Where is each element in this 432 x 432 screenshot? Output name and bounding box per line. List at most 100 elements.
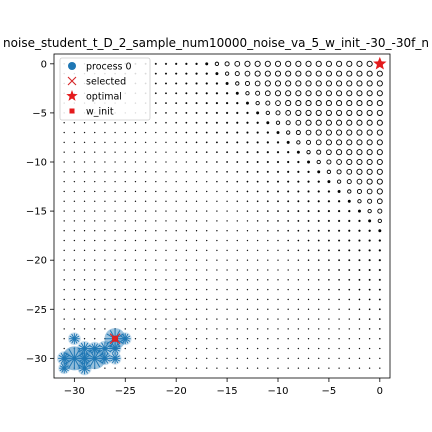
grid-marker <box>236 367 238 369</box>
grid-marker <box>318 328 320 330</box>
grid-marker <box>215 111 218 114</box>
grid-marker <box>165 288 167 291</box>
grid-marker <box>165 328 167 330</box>
grid-marker <box>379 337 381 340</box>
grid-marker <box>165 298 167 301</box>
grid-marker <box>185 239 188 242</box>
grid-marker <box>94 259 96 261</box>
grid-marker <box>83 141 86 144</box>
grid-marker <box>216 318 218 320</box>
grid-marker <box>175 347 177 350</box>
grid-marker <box>205 131 208 134</box>
grid-marker <box>328 279 330 281</box>
grid-marker <box>246 279 249 281</box>
grid-marker <box>307 357 310 360</box>
grid-marker <box>73 259 76 261</box>
process-ray <box>89 345 100 352</box>
grid-marker <box>267 298 269 301</box>
grid-marker <box>297 347 300 350</box>
grid-marker <box>356 158 363 166</box>
grid-marker <box>114 298 116 301</box>
grid-marker <box>348 367 350 369</box>
grid-marker <box>185 259 188 261</box>
grid-marker <box>216 210 218 212</box>
grid-marker <box>267 288 269 291</box>
grid-marker <box>267 308 269 310</box>
grid-marker <box>206 239 208 242</box>
grid-marker <box>336 80 343 87</box>
grid-marker <box>358 249 361 252</box>
grid-marker <box>155 239 157 242</box>
grid-marker <box>244 80 250 86</box>
grid-marker <box>305 80 312 87</box>
grid-marker <box>216 190 218 193</box>
grid-marker <box>124 190 126 193</box>
grid-marker <box>175 357 177 360</box>
grid-marker <box>267 249 269 252</box>
legend-label: optimal <box>86 92 122 103</box>
grid-marker <box>317 190 320 193</box>
grid-marker <box>287 367 289 369</box>
grid-marker <box>358 269 361 271</box>
grid-marker <box>368 269 371 271</box>
grid-marker <box>185 151 188 153</box>
grid-marker <box>226 151 229 154</box>
grid-marker <box>134 279 137 281</box>
grid-marker <box>297 219 300 222</box>
grid-marker <box>256 347 259 350</box>
grid-marker <box>367 198 373 204</box>
grid-marker <box>134 357 137 360</box>
grid-marker <box>155 161 157 163</box>
grid-marker <box>336 159 342 165</box>
grid-marker <box>358 278 361 281</box>
grid-marker <box>195 141 198 144</box>
grid-marker <box>277 200 279 203</box>
grid-marker <box>366 158 373 166</box>
grid-marker <box>297 288 300 291</box>
grid-marker <box>175 269 177 271</box>
grid-marker <box>226 230 228 232</box>
grid-marker <box>63 171 65 173</box>
grid-marker <box>346 149 353 156</box>
grid-marker <box>338 219 341 222</box>
grid-marker <box>285 120 291 126</box>
grid-marker <box>205 82 208 85</box>
grid-marker <box>114 249 116 252</box>
grid-marker <box>144 220 147 222</box>
grid-marker <box>325 119 332 126</box>
grid-marker <box>175 82 178 85</box>
grid-marker <box>256 239 259 242</box>
grid-marker <box>195 239 198 242</box>
grid-marker <box>287 338 289 340</box>
grid-marker <box>226 298 228 301</box>
process-ray <box>69 335 80 342</box>
x-tick-label: 0 <box>377 386 383 397</box>
grid-marker <box>124 328 126 330</box>
grid-marker <box>317 210 320 213</box>
grid-marker <box>297 210 300 213</box>
grid-marker <box>328 308 330 310</box>
grid-marker <box>266 170 269 173</box>
grid-marker <box>325 139 332 146</box>
x-tick-label: −25 <box>115 386 136 397</box>
grid-marker <box>246 347 249 350</box>
grid-marker <box>336 100 343 107</box>
grid-marker <box>195 279 198 281</box>
grid-marker <box>256 190 259 193</box>
grid-marker <box>165 102 167 104</box>
grid-marker <box>63 269 65 271</box>
grid-marker <box>366 109 373 116</box>
grid-marker <box>295 90 302 97</box>
grid-marker <box>134 210 137 212</box>
legend-marker-selected <box>67 76 77 86</box>
grid-marker <box>356 149 363 156</box>
grid-marker <box>83 200 86 202</box>
grid-marker <box>185 62 188 65</box>
grid-marker <box>317 269 320 271</box>
grid-marker <box>124 180 126 183</box>
grid-marker <box>63 318 65 320</box>
grid-marker <box>165 121 167 124</box>
grid-marker <box>277 318 279 320</box>
grid-marker <box>124 279 126 281</box>
grid-marker <box>94 151 96 153</box>
